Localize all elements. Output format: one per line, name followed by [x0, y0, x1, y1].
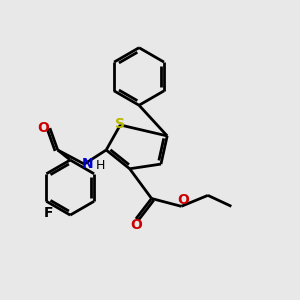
- Text: S: S: [115, 117, 125, 131]
- Text: O: O: [130, 218, 142, 232]
- Text: H: H: [95, 159, 105, 172]
- Text: O: O: [177, 193, 189, 207]
- Text: O: O: [37, 121, 49, 135]
- Text: F: F: [44, 206, 53, 220]
- Text: N: N: [82, 157, 94, 171]
